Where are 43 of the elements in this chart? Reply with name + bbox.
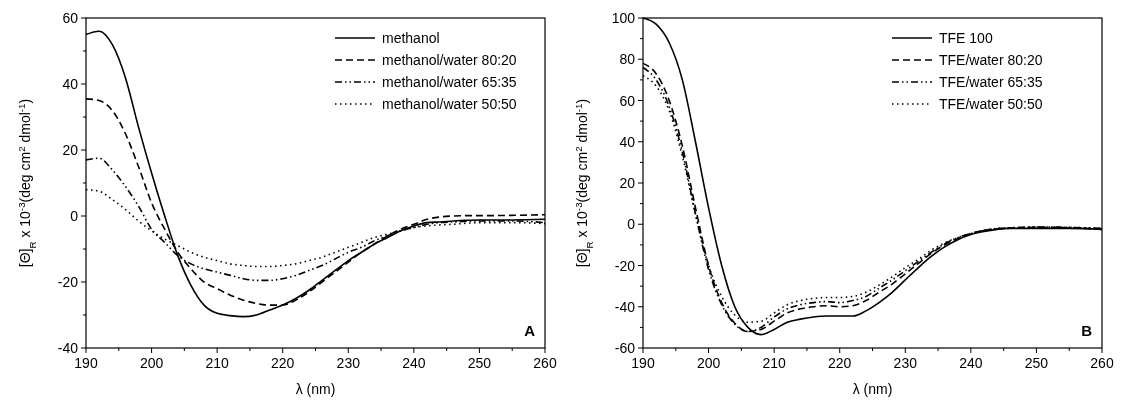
y-tick-label: 40 (62, 76, 79, 92)
x-tick-label: 260 (533, 355, 557, 371)
y-tick-label: 0 (70, 208, 79, 224)
x-tick-label: 240 (959, 355, 983, 371)
legend-label: TFE 100 (939, 30, 993, 46)
legend-label: methanol/water 65:35 (382, 74, 517, 90)
y-tick-label: 100 (611, 10, 636, 26)
y-tick-label: -40 (614, 298, 636, 315)
x-tick-label: 190 (631, 355, 655, 371)
x-tick-label: 200 (139, 355, 164, 371)
y-tick-label: 60 (62, 10, 79, 26)
y-tick-label: 0 (627, 216, 636, 233)
x-tick-label: 200 (696, 355, 721, 371)
annotation: A (524, 322, 536, 339)
y-tick-label: -40 (57, 340, 79, 356)
x-tick-label: 250 (467, 355, 492, 371)
y-tick-label: 80 (619, 51, 636, 68)
x-tick-label: 190 (74, 355, 98, 371)
x-axis-title: λ (nm) (295, 381, 336, 397)
x-tick-label: 230 (336, 355, 361, 371)
x-tick-label: 220 (828, 355, 852, 371)
x-tick-label: 210 (762, 355, 787, 371)
x-tick-label: 240 (402, 355, 426, 371)
legend-label: TFE/water 65:35 (939, 74, 1043, 90)
legend-label: methanol (382, 30, 440, 46)
legend-label: methanol/water 80:20 (382, 52, 517, 68)
legend-label: TFE/water 50:50 (939, 96, 1043, 112)
x-tick-label: 220 (271, 355, 295, 371)
y-tick-label: -20 (614, 257, 636, 274)
x-tick-label: 260 (1090, 355, 1114, 371)
x-axis-title: λ (nm) (852, 381, 893, 397)
y-tick-label: -20 (57, 274, 79, 290)
annotation: B (1081, 322, 1093, 339)
y-tick-label: -60 (614, 340, 636, 356)
x-tick-label: 210 (205, 355, 230, 371)
legend-label: methanol/water 50:50 (382, 96, 517, 112)
y-tick-label: 20 (62, 142, 79, 158)
y-tick-label: 60 (619, 92, 636, 109)
y-tick-label: 20 (619, 175, 636, 191)
legend-label: TFE/water 80:20 (939, 52, 1043, 68)
y-tick-label: 40 (619, 133, 636, 150)
x-tick-label: 230 (893, 355, 918, 371)
x-tick-label: 250 (1024, 355, 1049, 371)
